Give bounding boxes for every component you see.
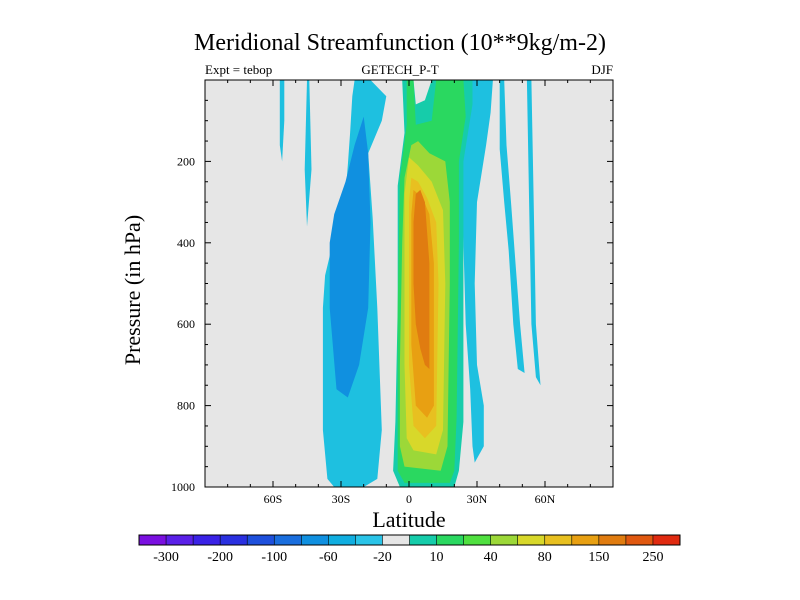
colorbar-swatch xyxy=(382,535,410,545)
experiment-label: Expt = tebop xyxy=(205,62,273,77)
colorbar-label: -20 xyxy=(373,550,392,565)
x-axis: 60S 30S 0 30N 60N xyxy=(227,80,591,506)
x-tick-label: 60S xyxy=(264,492,283,506)
contour-regions xyxy=(279,80,541,487)
colorbar-label: 10 xyxy=(430,550,444,565)
colorbar-label: -200 xyxy=(207,550,233,565)
contour-region-5 xyxy=(499,80,525,373)
colorbar: -300 -200 -100 -60 -20 10 40 80 150 250 xyxy=(138,534,681,565)
colorbar-label: 80 xyxy=(538,550,552,565)
colorbar-swatch xyxy=(139,535,167,545)
chart-title: Meridional Streamfunction (10**9kg/m-2) xyxy=(194,30,606,56)
y-tick-label: 1000 xyxy=(171,480,195,494)
colorbar-swatch xyxy=(274,535,302,545)
colorbar-swatch xyxy=(463,535,492,545)
colorbar-label: 250 xyxy=(642,550,663,565)
contour-region-3 xyxy=(304,80,312,227)
colorbar-swatch xyxy=(328,535,356,545)
colorbar-swatch xyxy=(598,535,627,545)
x-axis-title: Latitude xyxy=(372,507,445,532)
contour-region-2 xyxy=(279,80,285,162)
y-axis-title: Pressure (in hPa) xyxy=(120,215,145,365)
y-tick-label: 400 xyxy=(177,236,195,250)
contour-region-4 xyxy=(458,80,493,463)
colorbar-swatch xyxy=(220,535,248,545)
colorbar-swatch xyxy=(301,535,329,545)
colorbar-label: 150 xyxy=(588,550,609,565)
contour-region-13 xyxy=(413,189,430,369)
colorbar-label: 40 xyxy=(484,550,498,565)
colorbar-swatch xyxy=(355,535,383,545)
colorbar-label: -100 xyxy=(261,550,287,565)
colorbar-swatch xyxy=(193,535,221,545)
x-tick-label: 30S xyxy=(332,492,351,506)
colorbar-swatch xyxy=(625,535,654,545)
y-axis: 200 400 600 800 1000 xyxy=(171,99,613,494)
x-tick-label: 30N xyxy=(467,492,488,506)
colorbar-swatch xyxy=(409,535,438,545)
y-tick-label: 600 xyxy=(177,317,195,331)
colorbar-swatch xyxy=(436,535,465,545)
x-tick-label: 60N xyxy=(535,492,556,506)
y-tick-label: 800 xyxy=(177,399,195,413)
colorbar-swatch xyxy=(571,535,600,545)
colorbar-label: -300 xyxy=(153,550,179,565)
y-tick-label: 200 xyxy=(177,154,195,168)
colorbar-label: -60 xyxy=(319,550,338,565)
colorbar-swatch xyxy=(544,535,573,545)
colorbar-swatch xyxy=(652,535,681,545)
colorbar-swatch xyxy=(490,535,519,545)
x-tick-label: 0 xyxy=(406,492,412,506)
contour-region-1 xyxy=(329,116,371,398)
dataset-label: GETECH_P-T xyxy=(361,62,439,77)
colorbar-swatch xyxy=(166,535,194,545)
colorbar-swatch xyxy=(247,535,275,545)
contour-region-6 xyxy=(526,80,541,386)
colorbar-swatch xyxy=(517,535,546,545)
season-label: DJF xyxy=(591,62,613,77)
